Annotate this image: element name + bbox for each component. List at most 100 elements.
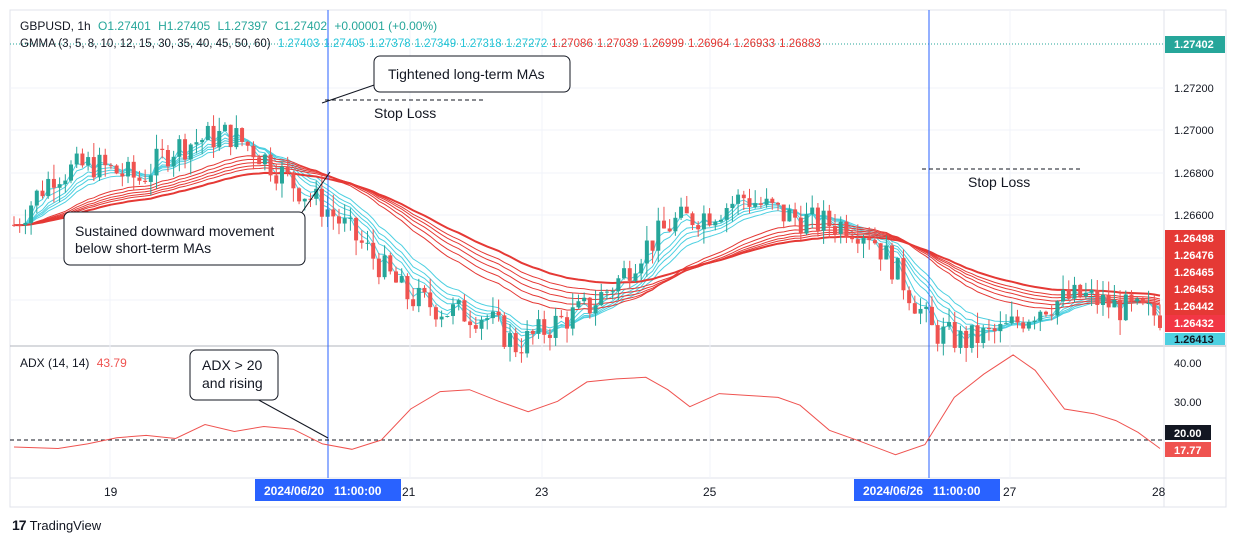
candle-body [861, 238, 866, 244]
short-ma-line [13, 129, 1161, 349]
gmma-long-value: 1.27086 [551, 38, 593, 50]
candle-body [331, 209, 336, 217]
candle-body [143, 180, 148, 182]
candle-body [1009, 316, 1014, 324]
candle-body [753, 203, 758, 207]
time-tick: 21 [402, 485, 416, 499]
symbol-legend[interactable]: GBPUSD, 1h O1.27401 H1.27405 L1.27397 C1… [20, 19, 441, 33]
candle-body [1129, 294, 1134, 302]
long-ma-line [14, 155, 1161, 311]
sustained-text-1: Sustained downward movement [75, 223, 274, 239]
gmma-legend[interactable]: GMMA (3, 5, 8, 10, 12, 15, 30, 35, 40, 4… [20, 38, 829, 50]
adx-value: 43.79 [96, 356, 127, 370]
crosshair-time-badge-1 [255, 479, 401, 501]
tradingview-logo-icon: 17 [12, 517, 27, 533]
gmma-short-value: 1.27349 [414, 38, 457, 50]
candle-body [1152, 303, 1157, 316]
candle-body [582, 297, 587, 302]
candle-body [741, 194, 746, 199]
candle-body [673, 217, 678, 232]
candle-body [941, 326, 946, 344]
candle-body [348, 217, 353, 219]
candle-body [964, 330, 969, 348]
candle-body [947, 322, 952, 327]
ohlc-high: H1.27405 [158, 19, 211, 33]
candle-body [656, 220, 661, 251]
crosshair-time-text-2: 2024/06/26 11:00:00 [863, 484, 981, 498]
candle-body [40, 190, 45, 197]
candle-body [570, 307, 575, 329]
candle-body [519, 352, 524, 354]
candle-body [975, 325, 980, 344]
candle-body [850, 237, 855, 240]
candle-body [798, 217, 803, 234]
candle-body [833, 226, 838, 234]
candle-body [530, 330, 535, 334]
candle-body [895, 258, 900, 280]
candle-body [1072, 284, 1077, 299]
gmma-short-value: 1.27318 [460, 38, 502, 50]
candle-body [639, 263, 644, 274]
candle-body [770, 198, 775, 203]
candle-body [365, 242, 370, 244]
candle-body [222, 124, 227, 131]
candle-body [23, 222, 28, 226]
candle-body [1021, 322, 1026, 329]
candle-body [622, 268, 627, 279]
candle-body [1083, 292, 1088, 297]
sustained-text-2: below short-term MAs [75, 240, 211, 256]
candle-body [707, 213, 712, 226]
candle-body [74, 153, 79, 165]
candle-body [422, 287, 427, 293]
candle-body [1066, 289, 1071, 299]
candle-body [371, 242, 376, 259]
ohlc-low: L1.27397 [217, 19, 268, 33]
candle-body [998, 323, 1003, 332]
tightened-text: Tightened long-term MAs [388, 66, 545, 82]
ma-badge: 1.26465 [1174, 267, 1214, 279]
ma-badge: 1.26453 [1174, 284, 1214, 296]
candle-body [51, 178, 56, 188]
candle-body [411, 299, 416, 307]
gmma-long-value: 1.26964 [688, 38, 730, 50]
symbol-name: GBPUSD, 1h [20, 19, 91, 33]
candle-body [177, 139, 182, 157]
adx-legend[interactable]: ADX (14, 14) 43.79 [20, 356, 131, 370]
adx-line [13, 354, 1161, 456]
candle-body [131, 161, 136, 178]
candle-body [559, 315, 564, 318]
adx-pointer [254, 397, 329, 439]
candle-body [188, 144, 193, 160]
candle-body [399, 276, 404, 283]
candle-body [302, 198, 307, 202]
candle-body [565, 317, 570, 329]
candle-body [952, 322, 957, 348]
price-change: +0.00001 (+0.00%) [334, 19, 438, 33]
candle-body [29, 205, 34, 223]
candle-body [91, 157, 96, 178]
candle-body [508, 333, 513, 347]
candle-body [148, 175, 153, 182]
candle-body [724, 208, 729, 220]
candle-body [382, 255, 387, 278]
candle-body [593, 305, 598, 314]
candle-body [1032, 320, 1037, 323]
price-tick: 1.27200 [1174, 83, 1214, 95]
tightened-callout [373, 55, 571, 93]
footer-brand[interactable]: 17 TradingView [12, 517, 101, 533]
candle-body [496, 311, 501, 316]
time-tick: 25 [703, 485, 717, 499]
ma-badge: 1.26476 [1174, 250, 1214, 262]
candle-body [200, 139, 205, 143]
candle-body [918, 308, 923, 314]
candle-body [445, 315, 450, 317]
candle-body [228, 124, 233, 148]
stop-loss-label-2: Stop Loss [968, 174, 1030, 190]
candle-body [1089, 289, 1094, 293]
candle-body [776, 202, 780, 205]
candle-body [661, 220, 666, 229]
time-tick: 23 [535, 485, 549, 499]
candle-body [536, 319, 541, 334]
candle-body [907, 290, 912, 304]
